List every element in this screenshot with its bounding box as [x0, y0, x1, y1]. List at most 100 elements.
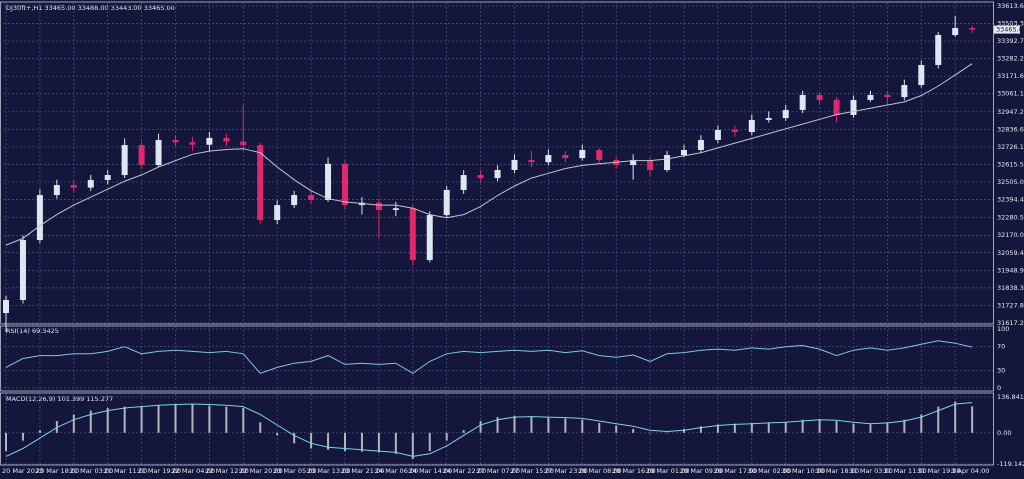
- macd-histogram-bar: [699, 426, 702, 433]
- macd-histogram-bar: [733, 423, 736, 433]
- candle-body: [172, 139, 179, 143]
- candle-body: [867, 95, 874, 100]
- candle-body: [308, 195, 315, 200]
- x-tick-label: 23 Mar 13:00: [307, 467, 350, 475]
- y-tick-label: 32505.00: [997, 178, 1024, 186]
- macd-histogram-bar: [360, 432, 363, 452]
- macd-histogram-bar: [157, 405, 160, 433]
- panel-title: DJ30ft+,H1 33465.00 33488.00 33443.00 33…: [6, 4, 175, 12]
- series-line: [5, 340, 973, 374]
- panel-title: RSI(14) 69.3425: [6, 327, 59, 335]
- candle-body: [765, 118, 772, 120]
- macd-histogram-bar: [581, 419, 584, 433]
- y-tick-label: 32059.45: [997, 249, 1024, 257]
- macd-histogram-bar: [55, 421, 58, 433]
- candle-body: [748, 119, 755, 133]
- macd-histogram-bar: [971, 406, 974, 433]
- x-tick-label: 27 Mar 07:00: [477, 467, 520, 475]
- candle-body: [884, 95, 891, 98]
- x-tick-label: 29 Mar 17:00: [714, 467, 757, 475]
- macd-histogram-bar: [140, 405, 143, 433]
- last-price-label: 33465.00: [996, 26, 1024, 34]
- candle-body: [511, 159, 518, 170]
- macd-histogram-bar: [174, 404, 177, 433]
- candle-body: [206, 137, 213, 145]
- macd-histogram-bar: [818, 419, 821, 433]
- candle-body: [731, 129, 738, 133]
- y-tick-label: 33282.20: [997, 55, 1024, 63]
- macd-histogram-bar: [377, 432, 380, 453]
- candle-body: [850, 99, 857, 116]
- x-tick-label: 21 Mar 03:00: [70, 467, 113, 475]
- y-tick-label: 32280.55: [997, 214, 1024, 222]
- y-tick-label: 32170.00: [997, 231, 1024, 239]
- last-price-box: [994, 25, 1020, 34]
- macd-histogram-bar: [683, 428, 685, 433]
- x-tick-label: 20 Mar 18:00: [36, 467, 79, 475]
- candle-body: [3, 300, 9, 314]
- y-tick-label: 32947.20: [997, 108, 1024, 116]
- candle-body: [460, 175, 467, 190]
- macd-histogram-bar: [462, 430, 465, 433]
- candle-body: [36, 195, 43, 240]
- x-tick-label: 31 Mar 03:00: [850, 467, 893, 475]
- macd-histogram-bar: [954, 401, 957, 433]
- macd-histogram-bar: [903, 419, 906, 433]
- macd-histogram-bar: [750, 422, 753, 433]
- candle-body: [918, 65, 925, 86]
- x-tick-label: 20 Mar 2023: [2, 467, 43, 475]
- candle-body: [681, 149, 687, 156]
- y-tick-label: 31838.35: [997, 284, 1024, 292]
- y-tick-label: 0.00: [997, 429, 1011, 437]
- macd-histogram-bar: [852, 423, 855, 433]
- macd-histogram-bar: [869, 424, 872, 433]
- candle-body: [375, 202, 382, 210]
- x-tick-label: 24 Mar 22:00: [443, 467, 486, 475]
- candle-body: [443, 189, 450, 216]
- x-tick-label: 30 Mar 18:00: [816, 467, 859, 475]
- y-tick-label: 33503.30: [997, 20, 1024, 28]
- macd-histogram-bar: [564, 418, 567, 433]
- x-tick-label: 21 Mar 19:00: [138, 467, 181, 475]
- macd-histogram-bar: [428, 432, 431, 452]
- price-panel-frame: [0, 1, 994, 325]
- candle-body: [799, 95, 806, 110]
- candle-body: [223, 137, 230, 142]
- macd-histogram-bar: [344, 432, 346, 452]
- macd-histogram-bar: [479, 421, 482, 433]
- macd-histogram-bar: [394, 432, 397, 454]
- candle-body: [647, 159, 654, 170]
- candle-body: [714, 129, 721, 140]
- candle-body: [969, 28, 976, 30]
- y-tick-label: 32836.65: [997, 125, 1024, 133]
- series-line: [5, 63, 973, 246]
- x-tick-label: 3 Apr 04:00: [951, 467, 989, 475]
- x-tick-label: 28 Mar 08:00: [578, 467, 621, 475]
- x-tick-label: 31 Mar 19:00: [917, 467, 960, 475]
- candle-body: [240, 141, 247, 146]
- candle-body: [935, 35, 942, 66]
- macd-histogram-bar: [106, 407, 109, 433]
- y-tick-label: 33061.10: [997, 90, 1024, 98]
- y-tick-label: -119.142: [997, 460, 1024, 468]
- macd-histogram-bar: [411, 432, 414, 459]
- y-tick-label: 30: [997, 366, 1005, 374]
- candle-body: [121, 145, 128, 176]
- candle-body: [562, 155, 569, 159]
- candle-body: [138, 145, 145, 166]
- macd-histogram-bar: [21, 432, 24, 441]
- macd-histogram-bar: [784, 421, 787, 433]
- macd-histogram-bar: [716, 424, 719, 433]
- macd-histogram-bar: [259, 422, 262, 433]
- macd-histogram-bar: [191, 404, 194, 433]
- x-tick-label: 31 Mar 11:00: [883, 467, 926, 475]
- candle-body: [596, 149, 603, 160]
- candle-body: [426, 215, 433, 261]
- candle-body: [87, 179, 94, 188]
- macd-histogram-bar: [530, 416, 533, 433]
- x-tick-label: 29 Mar 01:00: [646, 467, 689, 475]
- x-tick-label: 21 Mar 11:00: [104, 467, 147, 475]
- macd-histogram-bar: [598, 422, 601, 433]
- candle-body: [274, 205, 281, 220]
